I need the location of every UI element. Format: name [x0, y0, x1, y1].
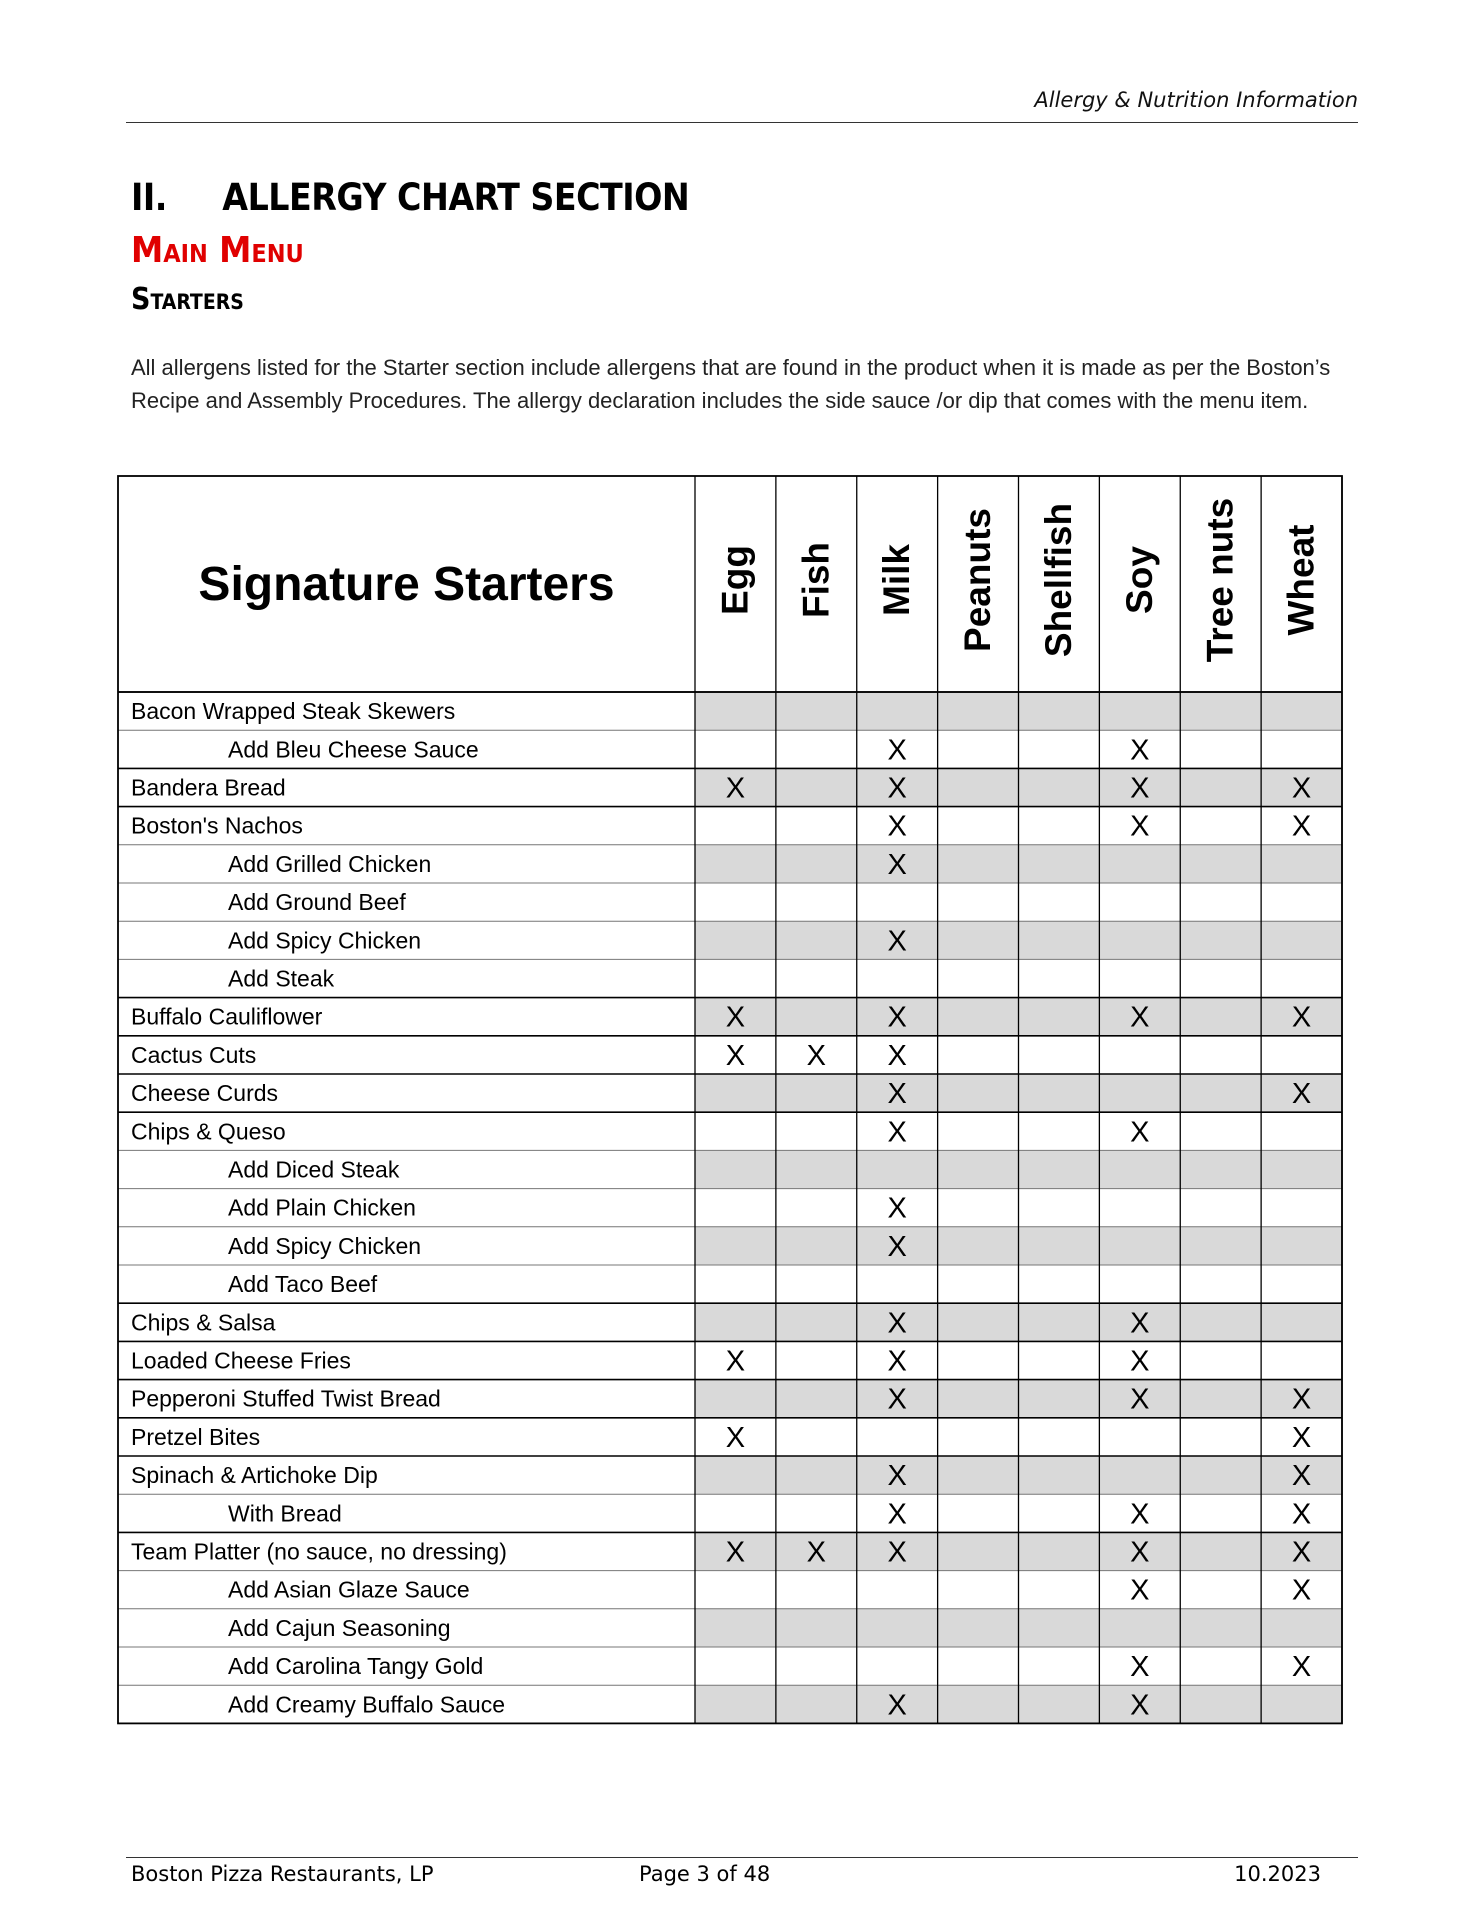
allergen-mark: X: [888, 1460, 907, 1492]
addon-name: Add Spicy Chicken: [228, 927, 421, 953]
allergen-mark: X: [1292, 1498, 1311, 1530]
allergen-mark: X: [1130, 1537, 1149, 1569]
allergen-mark: X: [1292, 1537, 1311, 1569]
column-header: Peanuts: [957, 508, 998, 652]
allergen-mark: X: [1130, 734, 1149, 766]
allergen-mark: X: [1292, 1651, 1311, 1683]
addon-name: Add Taco Beef: [228, 1271, 378, 1297]
column-header: Fish: [795, 542, 836, 618]
allergen-mark: X: [726, 1537, 745, 1569]
item-name: Team Platter (no sauce, no dressing): [131, 1539, 507, 1565]
allergen-mark: X: [1130, 1346, 1149, 1378]
allergen-mark: X: [726, 1002, 745, 1034]
addon-name: Add Diced Steak: [228, 1157, 400, 1183]
item-name: Spinach & Artichoke Dip: [131, 1462, 378, 1488]
addon-name: Add Creamy Buffalo Sauce: [228, 1691, 505, 1717]
allergen-mark: X: [1292, 1384, 1311, 1416]
footer-date: 10.2023: [1234, 1862, 1321, 1886]
allergen-mark: X: [726, 1422, 745, 1454]
header-title: Allergy & Nutrition Information: [1034, 88, 1358, 112]
allergen-mark: X: [1130, 1689, 1149, 1721]
allergen-mark: X: [1130, 1384, 1149, 1416]
addon-name: Add Grilled Chicken: [228, 851, 431, 877]
header-rule: [126, 122, 1358, 123]
column-header: Shellfish: [1038, 503, 1079, 657]
menu-title: Main Menu: [131, 230, 304, 271]
allergen-mark: X: [1292, 773, 1311, 805]
allergen-mark: X: [888, 1346, 907, 1378]
allergen-mark: X: [888, 1193, 907, 1225]
column-header: Egg: [714, 545, 755, 615]
allergen-mark: X: [726, 1346, 745, 1378]
item-name: Pepperoni Stuffed Twist Bread: [131, 1386, 441, 1412]
item-name: Buffalo Cauliflower: [131, 1004, 323, 1030]
item-name: Cactus Cuts: [131, 1042, 256, 1068]
intro-text: All allergens listed for the Starter sec…: [131, 355, 1331, 413]
allergen-mark: X: [1292, 811, 1311, 843]
table-title: Signature Starters: [198, 558, 614, 611]
addon-name: Add Plain Chicken: [228, 1195, 416, 1221]
allergen-mark: X: [1292, 1422, 1311, 1454]
footer-page: Page 3 of 48: [639, 1862, 771, 1886]
table-border: [117, 475, 1343, 1725]
allergen-mark: X: [1292, 1078, 1311, 1110]
item-name: Bandera Bread: [131, 775, 286, 801]
addon-name: With Bread: [228, 1500, 342, 1526]
allergen-mark: X: [888, 1689, 907, 1721]
allergen-mark: X: [888, 925, 907, 957]
allergen-mark: X: [888, 811, 907, 843]
footer-company: Boston Pizza Restaurants, LP: [131, 1862, 434, 1886]
addon-name: Add Carolina Tangy Gold: [228, 1653, 483, 1679]
allergen-mark: X: [1130, 811, 1149, 843]
allergen-mark: X: [726, 1040, 745, 1072]
allergen-mark: X: [807, 1040, 826, 1072]
allergen-mark: X: [1292, 1575, 1311, 1607]
column-header: Wheat: [1281, 525, 1322, 636]
item-name: Bacon Wrapped Steak Skewers: [131, 698, 455, 724]
allergen-mark: X: [1130, 1651, 1149, 1683]
section-heading: Starters: [131, 282, 244, 317]
item-name: Boston's Nachos: [131, 813, 303, 839]
addon-name: Add Cajun Seasoning: [228, 1615, 451, 1641]
item-name: Chips & Salsa: [131, 1309, 276, 1335]
footer-rule: [126, 1857, 1358, 1858]
allergen-mark: X: [1130, 1002, 1149, 1034]
allergen-mark: X: [726, 773, 745, 805]
allergen-mark: X: [1130, 1307, 1149, 1339]
allergen-mark: X: [888, 1307, 907, 1339]
addon-name: Add Ground Beef: [228, 889, 406, 915]
column-header: Tree nuts: [1200, 498, 1241, 663]
addon-name: Add Asian Glaze Sauce: [228, 1577, 470, 1603]
allergen-mark: X: [888, 1078, 907, 1110]
allergen-mark: X: [1292, 1002, 1311, 1034]
allergen-mark: X: [1130, 1116, 1149, 1148]
allergen-mark: X: [1130, 773, 1149, 805]
allergen-mark: X: [1130, 1575, 1149, 1607]
allergen-mark: X: [888, 1498, 907, 1530]
column-header: Milk: [876, 544, 917, 616]
addon-name: Add Steak: [228, 966, 335, 992]
allergen-mark: X: [888, 734, 907, 766]
allergen-mark: X: [888, 1231, 907, 1263]
allergen-mark: X: [888, 1116, 907, 1148]
item-name: Pretzel Bites: [131, 1424, 260, 1450]
allergen-mark: X: [1292, 1460, 1311, 1492]
allergy-table: Signature Starters Egg Fish Milk Peanuts Shel…: [117, 475, 1343, 1725]
allergen-mark: X: [888, 1002, 907, 1034]
column-header: Soy: [1119, 546, 1160, 614]
addon-name: Add Bleu Cheese Sauce: [228, 736, 479, 762]
allergen-mark: X: [888, 1040, 907, 1072]
addon-name: Add Spicy Chicken: [228, 1233, 421, 1259]
allergen-mark: X: [888, 1537, 907, 1569]
item-name: Chips & Queso: [131, 1118, 286, 1144]
section-title: II. ALLERGY CHART SECTION: [131, 176, 690, 219]
allergen-mark: X: [888, 849, 907, 881]
allergen-mark: X: [1130, 1498, 1149, 1530]
allergen-mark: X: [888, 773, 907, 805]
item-name: Loaded Cheese Fries: [131, 1348, 351, 1374]
allergen-mark: X: [807, 1537, 826, 1569]
allergen-mark: X: [888, 1384, 907, 1416]
item-name: Cheese Curds: [131, 1080, 278, 1106]
